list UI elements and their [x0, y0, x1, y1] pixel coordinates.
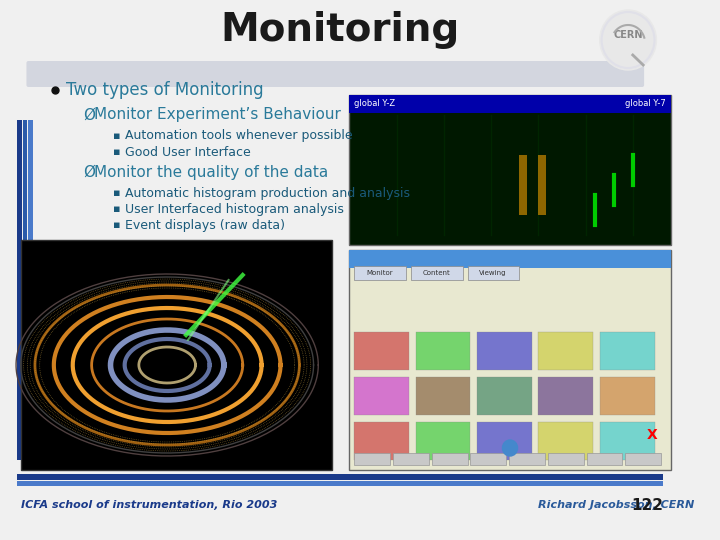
Bar — [17, 474, 663, 480]
Bar — [539, 422, 593, 460]
Bar — [415, 422, 470, 460]
Text: Automatic histogram production and analysis: Automatic histogram production and analy… — [125, 186, 410, 199]
Bar — [539, 377, 593, 415]
Text: Viewing: Viewing — [480, 270, 507, 276]
Bar — [393, 453, 429, 465]
Bar — [354, 332, 409, 370]
Bar — [17, 120, 22, 460]
Text: Monitor the quality of the data: Monitor the quality of the data — [94, 165, 329, 179]
Circle shape — [503, 440, 518, 456]
Text: ▪: ▪ — [113, 131, 121, 141]
Bar — [411, 266, 463, 280]
Bar — [415, 332, 470, 370]
Circle shape — [600, 10, 657, 70]
Bar — [548, 453, 584, 465]
Bar — [600, 332, 654, 370]
Bar — [349, 95, 670, 245]
Text: global Y-7: global Y-7 — [625, 99, 666, 109]
Bar — [477, 377, 532, 415]
Text: Ø: Ø — [83, 107, 95, 123]
Text: Two types of Monitoring: Two types of Monitoring — [66, 81, 264, 99]
Bar — [354, 377, 409, 415]
Bar — [477, 332, 532, 370]
Text: X: X — [647, 428, 657, 442]
Bar — [600, 377, 654, 415]
Text: Monitor: Monitor — [366, 270, 393, 276]
Text: Richard Jacobsson, CERN: Richard Jacobsson, CERN — [539, 500, 695, 510]
Bar — [17, 481, 663, 486]
Bar — [354, 422, 409, 460]
Text: Ø: Ø — [83, 165, 95, 179]
FancyBboxPatch shape — [27, 61, 644, 87]
Text: 122: 122 — [631, 497, 663, 512]
Bar — [22, 120, 27, 460]
Bar — [28, 120, 33, 460]
Bar — [415, 377, 470, 415]
Bar — [600, 422, 654, 460]
Text: ▪: ▪ — [113, 188, 121, 198]
Bar — [21, 240, 333, 470]
Bar — [354, 266, 406, 280]
Text: ▪: ▪ — [113, 147, 121, 157]
Bar — [349, 250, 670, 470]
Bar — [539, 332, 593, 370]
Text: Monitoring: Monitoring — [220, 11, 459, 49]
Bar — [477, 422, 532, 460]
Text: Good User Interface: Good User Interface — [125, 145, 251, 159]
Text: ▪: ▪ — [113, 220, 121, 230]
Text: User Interfaced histogram analysis: User Interfaced histogram analysis — [125, 202, 343, 215]
Text: Automation tools whenever possible: Automation tools whenever possible — [125, 130, 352, 143]
Text: Content: Content — [423, 270, 450, 276]
Bar — [431, 453, 467, 465]
Bar — [509, 453, 545, 465]
Bar — [625, 453, 661, 465]
Bar — [354, 453, 390, 465]
Text: ICFA school of instrumentation, Rio 2003: ICFA school of instrumentation, Rio 2003 — [21, 500, 277, 510]
Bar — [467, 266, 519, 280]
Text: CERN: CERN — [613, 30, 643, 40]
Bar — [587, 453, 622, 465]
Text: Event displays (raw data): Event displays (raw data) — [125, 219, 284, 232]
Bar — [349, 250, 670, 268]
Bar — [349, 95, 670, 113]
Bar — [470, 453, 506, 465]
Text: ▪: ▪ — [113, 204, 121, 214]
Text: Monitor Experiment’s Behaviour: Monitor Experiment’s Behaviour — [94, 107, 341, 123]
Bar — [519, 155, 527, 215]
Text: global Y-Z: global Y-Z — [354, 99, 395, 109]
Bar — [539, 155, 546, 215]
